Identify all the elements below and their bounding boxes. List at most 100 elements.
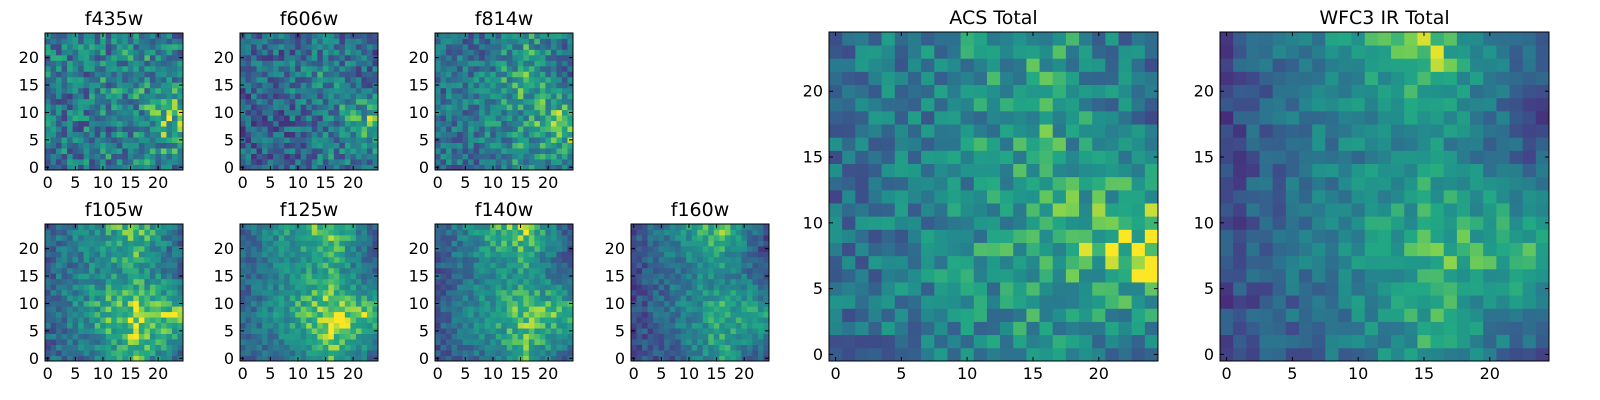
heatmap-cell: [262, 148, 268, 154]
heatmap-cell: [127, 87, 134, 94]
heatmap-cell: [267, 71, 274, 78]
heatmap-cell: [462, 251, 469, 258]
heatmap-cell: [78, 115, 85, 122]
heatmap-cell: [567, 159, 574, 165]
heatmap-cell: [251, 93, 257, 100]
heatmap-cell: [177, 159, 184, 165]
heatmap-cell: [435, 234, 441, 241]
heatmap-cell: [177, 256, 184, 263]
heatmap-cell: [149, 234, 156, 241]
heatmap-cell: [719, 273, 726, 280]
heatmap-cell: [473, 306, 480, 313]
heatmap-cell: [155, 256, 162, 263]
heatmap-cell: [523, 339, 530, 345]
heatmap-cell: [166, 54, 173, 61]
heatmap-cell: [973, 242, 988, 257]
heatmap-cell: [517, 317, 524, 324]
heatmap-cell: [256, 350, 263, 356]
heatmap-cell: [517, 60, 524, 67]
heatmap-cell: [149, 126, 156, 133]
heatmap-cell: [697, 306, 704, 313]
heatmap-cell: [686, 267, 693, 274]
heatmap-cell: [251, 267, 257, 274]
heatmap-cell: [490, 333, 497, 340]
heatmap-cell: [517, 137, 524, 143]
heatmap-cell: [921, 282, 935, 296]
heatmap-cell: [561, 93, 568, 100]
heatmap-cell: [556, 49, 563, 56]
heatmap-cell: [647, 317, 654, 324]
heatmap-cell: [361, 71, 368, 78]
heatmap-cell: [50, 104, 57, 111]
heatmap-cell: [116, 295, 123, 302]
heatmap-cell: [440, 93, 447, 100]
heatmap-cell: [133, 82, 140, 89]
heatmap-cell: [528, 306, 535, 313]
heatmap-cell: [311, 109, 318, 116]
heatmap-cell: [457, 82, 463, 89]
heatmap-cell: [435, 267, 441, 274]
heatmap-cell: [144, 251, 151, 258]
heatmap-cell: [752, 245, 759, 252]
heatmap-cell: [245, 87, 252, 94]
heatmap-cell: [490, 82, 497, 89]
heatmap-cell: [67, 60, 73, 67]
heatmap-cell: [686, 229, 693, 236]
heatmap-cell: [111, 76, 118, 83]
heatmap-cell: [284, 137, 291, 143]
heatmap-cell: [372, 153, 379, 160]
heatmap-cell: [567, 306, 574, 313]
heatmap-cell: [133, 311, 140, 318]
heatmap-cell: [697, 295, 704, 302]
heatmap-cell: [512, 87, 519, 94]
heatmap-cell: [133, 126, 140, 133]
heatmap-cell: [468, 137, 475, 143]
heatmap-cell: [160, 240, 167, 247]
heatmap-cell: [78, 65, 85, 72]
heatmap-cell: [155, 126, 162, 133]
heatmap-cell: [528, 38, 535, 45]
heatmap-cell: [501, 82, 508, 89]
heatmap-cell: [56, 229, 62, 236]
heatmap-cell: [484, 82, 491, 89]
heatmap-cell: [842, 216, 856, 230]
heatmap-cell: [289, 159, 296, 165]
heatmap-cell: [446, 33, 452, 39]
heatmap-cell: [317, 109, 324, 116]
heatmap-cell: [636, 311, 643, 318]
heatmap-cell: [528, 350, 535, 356]
heatmap-cell: [333, 131, 340, 138]
heatmap-cell: [89, 317, 96, 324]
heatmap-cell: [306, 54, 313, 61]
heatmap-cell: [267, 87, 274, 94]
heatmap-cell: [528, 120, 535, 127]
heatmap-cell: [506, 344, 513, 351]
heatmap-cell: [512, 267, 519, 274]
heatmap-cell: [111, 234, 118, 241]
heatmap-cell: [339, 153, 346, 160]
heatmap-cell: [973, 334, 988, 349]
heatmap-cell: [556, 251, 563, 258]
heatmap-cell: [144, 87, 151, 94]
heatmap-cell: [138, 333, 145, 340]
heatmap-cell: [642, 234, 648, 241]
heatmap-cell: [539, 98, 546, 105]
heatmap-cell: [631, 256, 637, 263]
heatmap-cell: [1039, 229, 1054, 243]
x-tick-label: 10: [288, 173, 308, 192]
heatmap-cell: [61, 76, 68, 83]
heatmap-cell: [328, 159, 335, 165]
heatmap-cell: [561, 65, 568, 72]
heatmap-cell: [83, 82, 90, 89]
x-tick-label: 20: [538, 364, 558, 383]
heatmap-cell: [881, 203, 896, 217]
heatmap-cell: [719, 322, 726, 329]
heatmap-cell: [267, 333, 274, 340]
heatmap-cell: [653, 284, 659, 291]
heatmap-cell: [691, 256, 698, 263]
heatmap-cell: [111, 164, 118, 171]
heatmap-cell: [960, 163, 975, 178]
heatmap-cell: [83, 240, 90, 247]
heatmap-cell: [256, 82, 263, 89]
heatmap-cell: [94, 251, 101, 258]
